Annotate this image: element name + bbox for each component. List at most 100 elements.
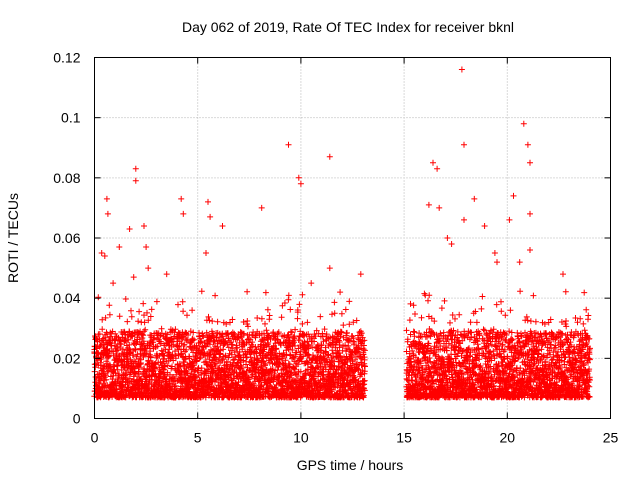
data-point: [96, 331, 103, 337]
data-point: [118, 357, 125, 363]
data-point: [184, 370, 191, 376]
data-point: [299, 320, 306, 327]
data-point: [478, 305, 485, 312]
data-point: [278, 314, 285, 321]
data-point: [153, 298, 160, 305]
data-point: [98, 355, 105, 362]
data-point: [230, 357, 237, 364]
data-point: [205, 313, 212, 320]
data-point: [198, 365, 205, 372]
data-point: [158, 379, 165, 386]
data-point: [266, 316, 273, 323]
data-point: [180, 359, 187, 366]
data-point: [198, 338, 205, 345]
data-point: [498, 298, 504, 305]
data-point: [219, 386, 226, 393]
data-point: [412, 311, 418, 317]
data-point: [136, 308, 143, 315]
data-point: [99, 316, 106, 323]
data-point: [154, 343, 161, 350]
data-point: [410, 302, 417, 309]
data-point: [120, 346, 126, 353]
data-point: [218, 357, 225, 364]
data-point: [98, 362, 104, 369]
data-point: [164, 362, 171, 369]
data-point: [517, 288, 524, 295]
data-point: [338, 310, 345, 317]
data-point: [141, 319, 148, 326]
data-point: [172, 382, 179, 389]
data-point: [162, 363, 168, 369]
data-point: [244, 318, 251, 324]
data-point: [140, 332, 147, 339]
data-point: [264, 306, 271, 313]
data-point: [147, 313, 154, 320]
data-point: [438, 305, 445, 312]
data-point: [128, 307, 134, 314]
data-point: [447, 319, 453, 326]
data-point: [406, 317, 413, 324]
data-point: [418, 314, 425, 321]
data-point: [130, 352, 137, 359]
data-point: [144, 309, 150, 316]
data-point: [179, 298, 186, 305]
data-point: [190, 329, 197, 336]
data-point: [142, 326, 149, 333]
data-point: [228, 363, 235, 370]
data-point: [296, 301, 303, 308]
data-point: [441, 297, 448, 304]
data-point: [409, 377, 416, 384]
data-point: [254, 315, 261, 321]
data-point: [135, 318, 142, 325]
data-point: [122, 296, 129, 302]
data-point: [480, 326, 487, 333]
data-point: [145, 317, 152, 324]
data-points: [91, 66, 593, 401]
data-point: [262, 289, 269, 296]
data-point: [103, 376, 110, 383]
data-point: [198, 288, 205, 295]
data-point: [344, 329, 350, 336]
data-point: [133, 340, 140, 347]
data-point: [148, 372, 155, 378]
data-point: [258, 315, 265, 322]
data-point: [456, 311, 463, 318]
data-point: [162, 373, 169, 380]
chart-title: Day 062 of 2019, Rate Of TEC Index for r…: [182, 19, 514, 35]
data-point: [468, 329, 475, 336]
data-point: [118, 341, 125, 348]
data-point: [229, 316, 236, 323]
data-point: [340, 322, 347, 329]
data-point: [294, 315, 301, 322]
data-point: [97, 342, 104, 349]
data-point: [171, 329, 178, 336]
data-point: [99, 326, 106, 333]
data-point: [196, 343, 203, 349]
data-point: [148, 306, 155, 313]
data-point: [198, 371, 205, 378]
data-point: [317, 313, 324, 320]
data-point: [140, 354, 147, 360]
data-point: [219, 333, 226, 340]
data-point: [228, 371, 235, 378]
data-point: [425, 297, 431, 304]
data-point: [206, 317, 213, 324]
data-point: [136, 364, 143, 371]
data-point: [206, 341, 213, 348]
data-point: [175, 301, 181, 308]
data-point: [346, 298, 353, 305]
data-point: [532, 318, 539, 325]
data-point: [191, 362, 197, 369]
data-point: [407, 300, 414, 307]
data-point: [225, 354, 232, 361]
data-point: [158, 338, 164, 345]
data-point: [185, 332, 191, 338]
data-point: [124, 318, 131, 325]
data-point: [113, 343, 120, 350]
data-point: [140, 338, 147, 345]
data-point: [109, 376, 116, 383]
data-point: [199, 332, 206, 339]
data-point: [195, 365, 201, 372]
data-point: [172, 355, 179, 362]
